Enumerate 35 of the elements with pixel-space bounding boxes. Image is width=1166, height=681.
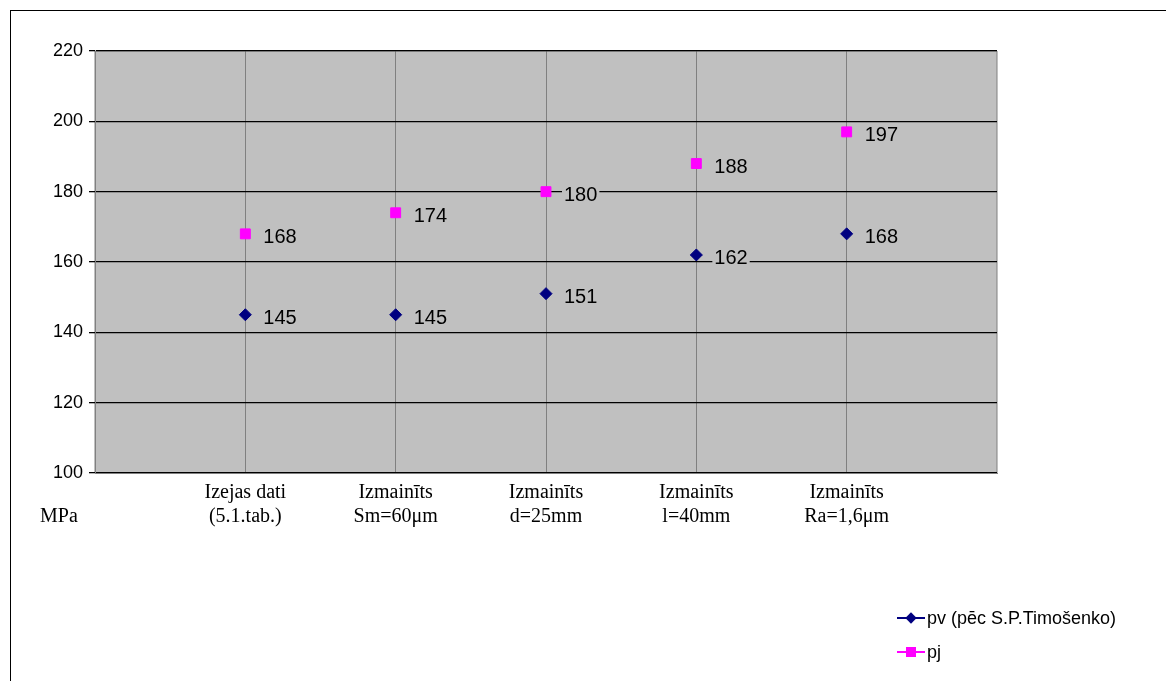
y-tick-label: 180 xyxy=(52,180,83,201)
point xyxy=(690,158,702,169)
legend-label: pj xyxy=(926,641,941,663)
point xyxy=(390,207,402,219)
x-tick-label: Izejas dati (5.1.tab.) xyxy=(204,480,287,528)
y-tick-label: 140 xyxy=(52,321,83,342)
x-tick-label: Izmainīts Sm=60μm xyxy=(353,480,439,528)
point xyxy=(539,287,553,301)
legend-label: pv (pēc S.P.Timošenko) xyxy=(926,607,1116,629)
point xyxy=(389,308,403,322)
point xyxy=(840,227,854,241)
y-tick-label: 220 xyxy=(52,39,83,60)
data-label: 188 xyxy=(714,155,748,178)
y-axis-title: MPa xyxy=(40,504,78,527)
x-tick-label: Izmainīts d=25mm xyxy=(508,480,584,527)
x-tick-label: Izmainīts Ra=1,6μm xyxy=(804,480,890,528)
data-label: 180 xyxy=(564,183,598,206)
data-label: 197 xyxy=(864,123,899,146)
data-label: 168 xyxy=(263,225,297,248)
data-label: 174 xyxy=(413,204,448,227)
y-tick-label: 100 xyxy=(52,461,83,482)
data-label: 145 xyxy=(263,306,297,329)
data-label: 151 xyxy=(564,285,598,308)
x-tick-label: Izmainīts l=40mm xyxy=(659,480,734,527)
data-label: 168 xyxy=(864,225,899,248)
data-label: 145 xyxy=(413,306,448,329)
point xyxy=(238,308,252,322)
y-tick-label: 200 xyxy=(52,110,83,131)
y-tick-label: 120 xyxy=(52,391,83,412)
point xyxy=(239,228,251,240)
point xyxy=(841,126,853,138)
y-tick-label: 160 xyxy=(52,250,83,271)
data-label: 162 xyxy=(714,246,748,269)
point xyxy=(689,248,703,262)
point xyxy=(540,186,552,198)
